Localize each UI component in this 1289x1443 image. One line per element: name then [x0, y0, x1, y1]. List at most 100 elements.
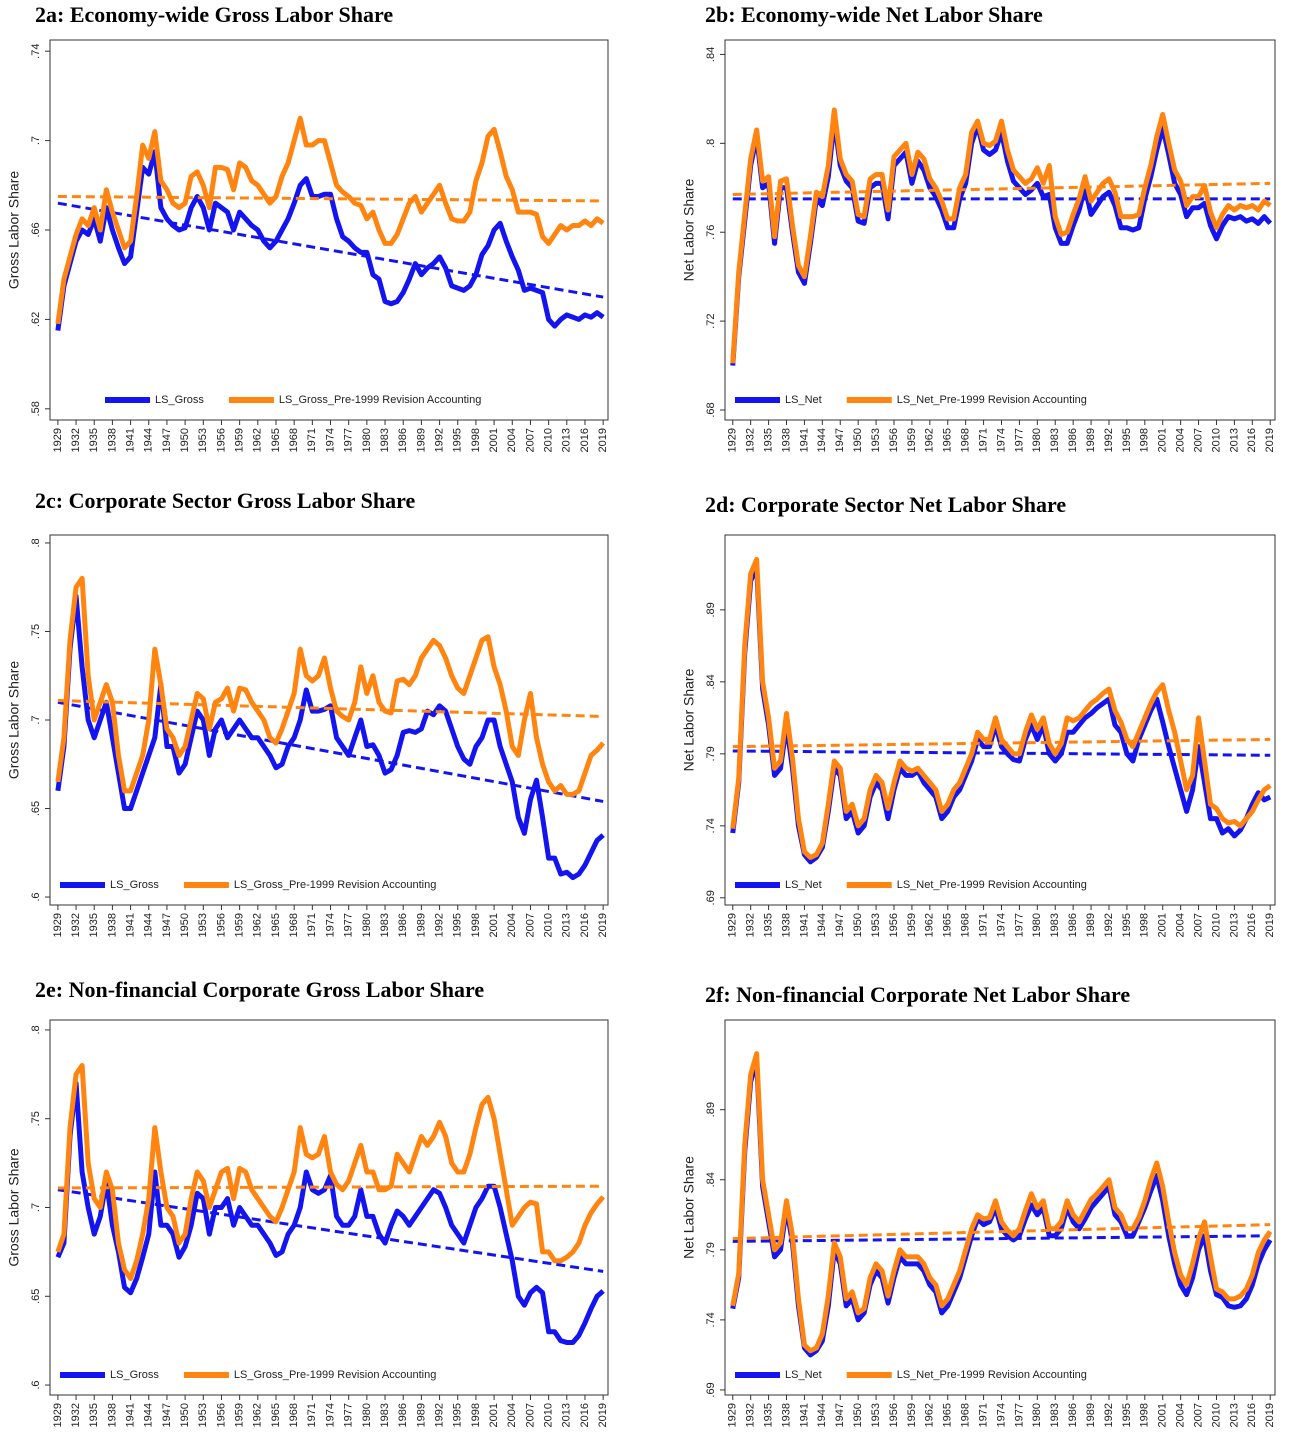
- x-tick-label: 1995: [452, 913, 464, 937]
- y-tick-label: .6: [30, 1380, 42, 1389]
- x-tick-label: 1953: [870, 913, 882, 937]
- x-tick-label: 2007: [1192, 428, 1204, 452]
- x-tick-label: 1938: [780, 913, 792, 937]
- x-tick-label: 1947: [834, 1403, 846, 1427]
- x-tick-label: 1989: [1085, 913, 1097, 937]
- x-tick-label: 1929: [52, 428, 64, 452]
- x-tick-label: 1998: [470, 428, 482, 452]
- x-tick-label: 1953: [197, 913, 209, 937]
- x-tick-label: 1989: [415, 913, 427, 937]
- x-tick-label: 1932: [70, 1403, 82, 1427]
- x-tick-label: 1962: [252, 428, 264, 452]
- x-tick-label: 1968: [288, 913, 300, 937]
- x-tick-label: 1938: [106, 913, 118, 937]
- trend-line: [732, 1223, 1271, 1241]
- x-tick-label: 1971: [977, 1403, 989, 1427]
- x-tick-label: 1944: [816, 1403, 828, 1427]
- y-tick-label: .69: [705, 1382, 717, 1397]
- x-tick-label: 1980: [361, 1403, 373, 1427]
- legend-label: LS_Net_Pre-1999 Revision Accounting: [897, 394, 1087, 406]
- x-tick-label: 1935: [763, 428, 775, 452]
- y-tick-label: .72: [705, 313, 717, 328]
- x-tick-label: 1992: [1103, 1403, 1115, 1427]
- y-tick-label: .65: [30, 1289, 42, 1304]
- x-tick-label: 1962: [252, 1403, 264, 1427]
- x-tick-label: 1992: [1103, 428, 1115, 452]
- legend-label: LS_Gross: [110, 879, 159, 891]
- x-tick-label: 2004: [1175, 1403, 1187, 1427]
- x-tick-label: 1995: [452, 1403, 464, 1427]
- plot-frame: [724, 39, 1276, 421]
- legend-label: LS_Net: [785, 1369, 822, 1381]
- y-tick-label: .7: [30, 136, 42, 145]
- x-tick-label: 1950: [179, 428, 191, 452]
- x-tick-label: 2007: [524, 1403, 536, 1427]
- y-tick-label: .69: [705, 890, 717, 905]
- x-tick-label: 1962: [252, 913, 264, 937]
- x-tick-label: 1959: [234, 913, 246, 937]
- x-tick-label: 2004: [1175, 428, 1187, 452]
- x-tick-label: 2019: [597, 1403, 609, 1427]
- x-tick-label: 2013: [1228, 428, 1240, 452]
- x-tick-label: 1953: [870, 428, 882, 452]
- y-tick-label: .89: [705, 1102, 717, 1117]
- trend-line: [57, 194, 604, 203]
- x-tick-label: 1977: [1013, 428, 1025, 452]
- x-tick-label: 1941: [124, 913, 136, 937]
- trend-line: [57, 1184, 604, 1190]
- y-tick-label: .74: [705, 818, 717, 833]
- x-tick-label: 1992: [1103, 913, 1115, 937]
- x-tick-label: 1983: [379, 428, 391, 452]
- series-line: [730, 118, 1273, 366]
- x-tick-label: 1950: [179, 1403, 191, 1427]
- x-tick-label: 1959: [234, 428, 246, 452]
- x-tick-label: 2010: [1210, 428, 1222, 452]
- x-tick-label: 1995: [452, 428, 464, 452]
- y-tick-label: .6: [30, 892, 42, 901]
- x-tick-label: 1938: [106, 428, 118, 452]
- x-tick-label: 1977: [343, 913, 355, 937]
- x-tick-label: 1998: [470, 1403, 482, 1427]
- x-tick-label: 2004: [506, 428, 518, 452]
- x-tick-label: 1968: [960, 428, 972, 452]
- x-tick-label: 1947: [834, 428, 846, 452]
- x-tick-label: 2007: [524, 428, 536, 452]
- x-tick-label: 1983: [1049, 913, 1061, 937]
- x-tick-label: 1965: [942, 428, 954, 452]
- y-axis-title: Net Labor Share: [681, 178, 697, 281]
- x-tick-label: 1950: [179, 913, 191, 937]
- plot-frame: [724, 534, 1276, 906]
- x-tick-label: 1941: [124, 1403, 136, 1427]
- x-tick-label: 1986: [397, 913, 409, 937]
- y-tick-label: .7: [30, 715, 42, 724]
- chart-title: 2e: Non-financial Corporate Gross Labor …: [35, 977, 484, 1002]
- plot-frame: [724, 1019, 1276, 1396]
- y-tick-label: .58: [30, 401, 42, 416]
- x-tick-label: 1959: [906, 1403, 918, 1427]
- y-axis-title: Net Labor Share: [681, 1156, 697, 1259]
- x-tick-label: 2001: [488, 1403, 500, 1427]
- x-tick-label: 1959: [234, 1403, 246, 1427]
- x-tick-label: 1932: [745, 1403, 757, 1427]
- x-tick-label: 1989: [415, 1403, 427, 1427]
- y-tick-label: .8: [30, 538, 42, 547]
- x-tick-label: 2013: [1228, 913, 1240, 937]
- x-tick-label: 2007: [1192, 913, 1204, 937]
- x-tick-label: 1947: [161, 1403, 173, 1427]
- x-tick-label: 1953: [197, 1403, 209, 1427]
- x-tick-label: 1935: [88, 428, 100, 452]
- x-tick-label: 2016: [579, 913, 591, 937]
- x-tick-label: 1959: [906, 428, 918, 452]
- x-tick-label: 1944: [816, 913, 828, 937]
- x-tick-label: 1953: [197, 428, 209, 452]
- x-tick-label: 2013: [561, 913, 573, 937]
- x-tick-label: 1983: [1049, 1403, 1061, 1427]
- x-tick-label: 1947: [161, 428, 173, 452]
- x-tick-label: 1974: [324, 1403, 336, 1427]
- x-tick-label: 1989: [415, 428, 427, 452]
- x-tick-label: 1956: [215, 1403, 227, 1427]
- x-tick-label: 1950: [852, 1403, 864, 1427]
- x-tick-label: 1941: [798, 1403, 810, 1427]
- x-tick-label: 1992: [433, 913, 445, 937]
- x-tick-label: 2019: [597, 913, 609, 937]
